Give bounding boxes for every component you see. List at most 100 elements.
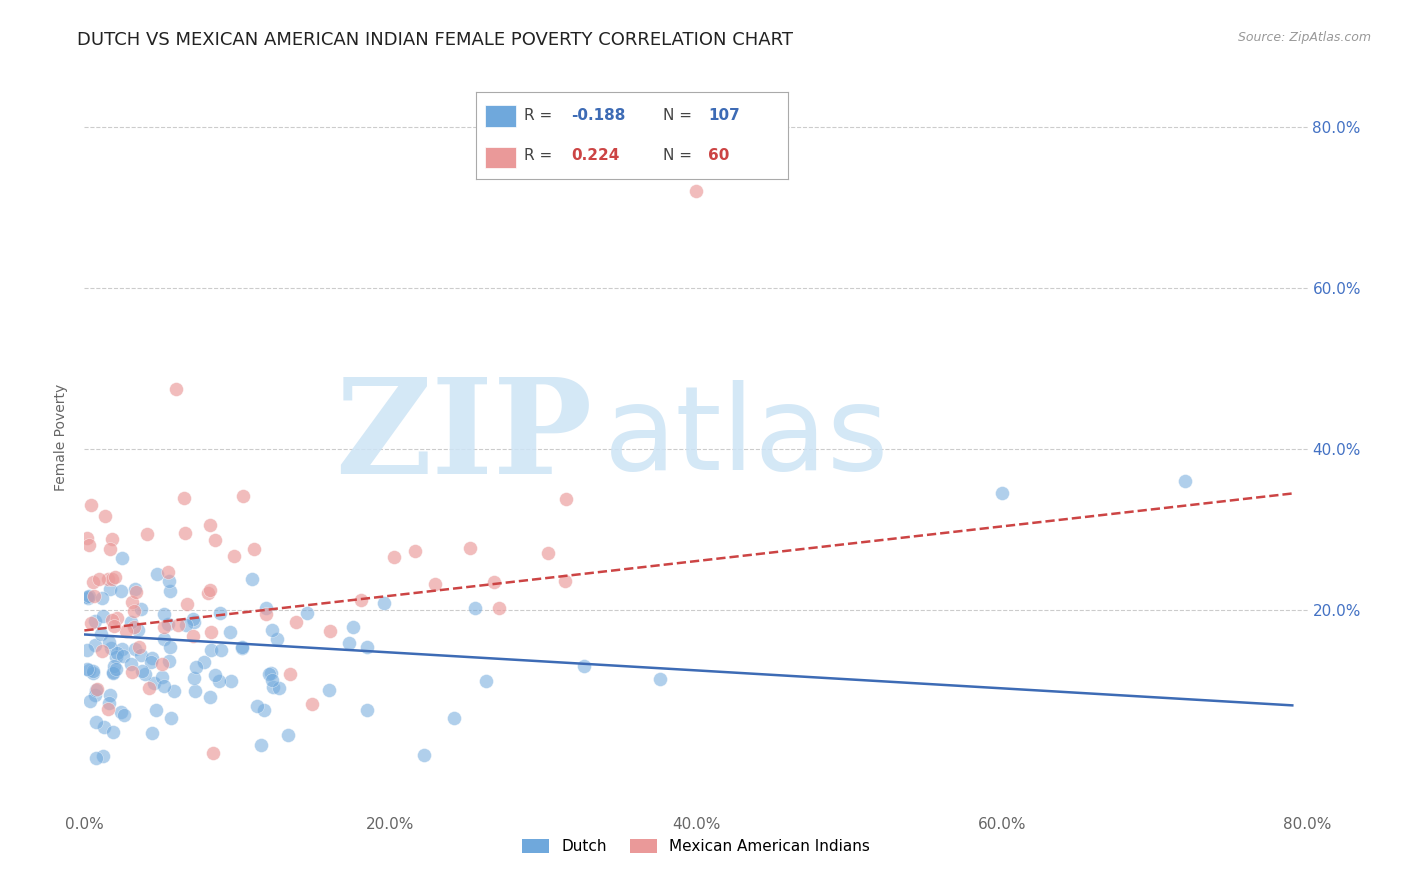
- Point: [174, 618, 197, 632]
- Point: [82, 664, 104, 678]
- Point: [153, 632, 176, 646]
- Point: [129, 648, 152, 663]
- Point: [112, 648, 135, 663]
- Point: [97, 702, 120, 716]
- Point: [382, 549, 405, 564]
- Point: [537, 546, 560, 560]
- Point: [103, 658, 125, 673]
- Point: [209, 643, 232, 657]
- Point: [153, 607, 176, 621]
- Point: [141, 655, 163, 669]
- Point: [146, 566, 169, 581]
- Point: [197, 586, 219, 600]
- Point: [150, 657, 173, 671]
- Point: [84, 714, 107, 729]
- Point: [98, 542, 121, 557]
- Point: [111, 551, 134, 566]
- Point: [98, 688, 121, 702]
- Y-axis label: Female Poverty: Female Poverty: [55, 384, 69, 491]
- Point: [104, 570, 127, 584]
- Point: [84, 683, 107, 698]
- Point: [167, 617, 190, 632]
- Text: ZIP: ZIP: [335, 373, 592, 501]
- Point: [278, 666, 301, 681]
- Point: [337, 636, 360, 650]
- Point: [145, 703, 167, 717]
- Point: [685, 185, 707, 199]
- Point: [76, 591, 98, 605]
- Point: [124, 582, 146, 596]
- Point: [80, 615, 103, 630]
- Point: [157, 565, 180, 579]
- Point: [84, 688, 107, 702]
- Text: Source: ZipAtlas.com: Source: ZipAtlas.com: [1237, 31, 1371, 45]
- Point: [127, 623, 149, 637]
- Point: [129, 602, 152, 616]
- Point: [173, 491, 195, 505]
- Point: [200, 642, 222, 657]
- Point: [93, 719, 115, 733]
- Point: [198, 583, 221, 598]
- Point: [488, 600, 510, 615]
- Point: [125, 584, 148, 599]
- Point: [153, 620, 176, 634]
- Point: [260, 624, 283, 638]
- Point: [204, 533, 226, 547]
- Point: [83, 614, 105, 628]
- Point: [181, 629, 204, 643]
- Point: [648, 672, 671, 686]
- Point: [443, 710, 465, 724]
- Point: [157, 574, 180, 588]
- Point: [1174, 475, 1197, 489]
- Point: [159, 640, 181, 654]
- Point: [157, 654, 180, 668]
- Point: [404, 544, 426, 558]
- Point: [86, 751, 108, 765]
- Point: [120, 615, 142, 629]
- Point: [97, 696, 120, 710]
- Point: [77, 538, 100, 552]
- Point: [80, 498, 103, 512]
- Point: [93, 608, 115, 623]
- Point: [425, 576, 447, 591]
- Point: [91, 591, 114, 605]
- Point: [136, 527, 159, 541]
- Point: [94, 509, 117, 524]
- Point: [243, 541, 266, 556]
- Point: [101, 666, 124, 681]
- Point: [240, 572, 263, 586]
- Point: [574, 659, 596, 673]
- Point: [82, 574, 104, 589]
- Point: [82, 666, 104, 681]
- Point: [141, 726, 163, 740]
- Point: [134, 667, 156, 681]
- Point: [186, 660, 208, 674]
- Point: [231, 640, 253, 654]
- Legend: Dutch, Mexican American Indians: Dutch, Mexican American Indians: [516, 832, 876, 860]
- Point: [208, 607, 231, 621]
- Point: [231, 641, 253, 656]
- Point: [121, 665, 143, 679]
- Point: [120, 657, 142, 672]
- Point: [262, 673, 284, 687]
- Point: [295, 606, 318, 620]
- Point: [554, 574, 576, 589]
- Point: [184, 683, 207, 698]
- Point: [76, 531, 98, 545]
- Point: [156, 617, 179, 632]
- Point: [181, 612, 204, 626]
- Point: [79, 663, 101, 677]
- Point: [183, 615, 205, 630]
- Point: [246, 699, 269, 714]
- Point: [101, 665, 124, 679]
- Point: [219, 624, 242, 639]
- Point: [141, 650, 163, 665]
- Point: [101, 725, 124, 739]
- Point: [105, 646, 128, 660]
- Point: [76, 643, 98, 657]
- Point: [114, 708, 136, 723]
- Point: [142, 676, 165, 690]
- Point: [266, 632, 288, 647]
- Point: [373, 595, 395, 609]
- Point: [101, 613, 124, 627]
